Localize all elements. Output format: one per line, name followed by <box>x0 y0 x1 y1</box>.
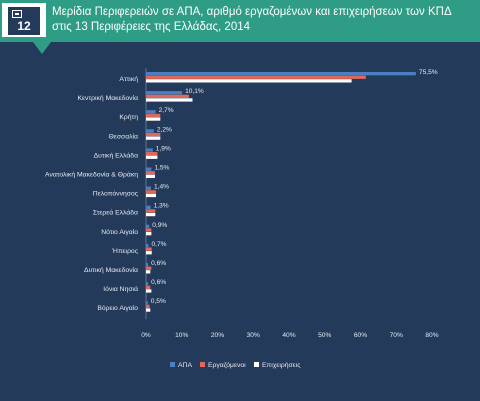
legend-label: Εργαζόμενοι <box>208 361 246 369</box>
category-label: Δυτική Μακεδονία <box>84 266 138 274</box>
legend-swatch <box>200 362 205 367</box>
x-tick-label: 30% <box>247 332 260 339</box>
data-label: 1,9% <box>156 145 171 152</box>
category-label: Δυτική Ελλάδα <box>94 151 138 159</box>
bar-businesses <box>146 98 193 102</box>
bar-employees <box>146 304 150 309</box>
category-label: Νότιο Αιγαίο <box>101 228 138 236</box>
chart-header: 12 Μερίδια Περιφερειών σε ΑΠΑ, αριθμό ερ… <box>0 0 480 42</box>
bar-businesses <box>146 79 352 83</box>
category-label: Ήπειρος <box>111 248 139 255</box>
bar-apa <box>146 243 149 248</box>
data-label: 0,6% <box>151 260 166 267</box>
legend-label: ΑΠΑ <box>178 362 192 369</box>
figure-badge-inner: 12 <box>8 7 40 35</box>
bar-employees <box>146 209 156 213</box>
category-label: Κεντρική Μακεδονία <box>77 94 138 102</box>
data-label: 10,1% <box>185 88 204 95</box>
bar-employees <box>146 247 152 251</box>
data-label: 1,4% <box>154 184 169 191</box>
figure-number: 12 <box>17 19 31 33</box>
bar-businesses <box>146 212 156 217</box>
figure-badge: 12 <box>2 3 46 37</box>
bar-businesses <box>146 308 151 312</box>
bar-businesses <box>146 155 158 159</box>
data-label: 1,3% <box>154 203 169 210</box>
category-label: Αττική <box>119 76 138 83</box>
bar-employees <box>146 152 158 156</box>
category-label: Θεσσαλία <box>109 132 139 140</box>
bar-apa <box>146 148 153 152</box>
bar-employees <box>146 75 366 79</box>
bar-apa <box>146 129 154 133</box>
data-label: 1,5% <box>154 165 169 172</box>
x-tick-label: 20% <box>211 332 224 339</box>
bar-apa <box>146 263 149 267</box>
bar-employees <box>146 228 152 232</box>
data-label: 2,7% <box>159 107 174 114</box>
legend-swatch <box>170 362 175 367</box>
bar-businesses <box>146 251 152 255</box>
chart-title: Μερίδια Περιφερειών σε ΑΠΑ, αριθμό εργαζ… <box>52 6 451 33</box>
data-label: 2,2% <box>157 126 172 133</box>
bar-apa <box>146 167 152 171</box>
x-tick-label: 50% <box>318 332 331 339</box>
category-label: Πελοπόννησος <box>93 190 139 198</box>
bar-employees <box>146 190 157 194</box>
bar-apa <box>146 91 183 95</box>
header-pointer <box>33 42 51 54</box>
x-tick-label: 80% <box>425 332 438 339</box>
x-tick-label: 0% <box>141 332 151 339</box>
x-tick-label: 40% <box>282 332 295 339</box>
data-label: 0,5% <box>151 298 166 305</box>
category-label: Κρήτη <box>119 114 138 121</box>
legend-label: Επιχειρήσεις <box>262 362 301 369</box>
bar-apa <box>146 110 156 114</box>
data-label: 75,5% <box>419 69 438 76</box>
bar-employees <box>146 132 161 137</box>
bar-businesses <box>146 117 161 121</box>
bar-employees <box>146 94 189 98</box>
bar-businesses <box>146 289 152 293</box>
bar-apa <box>146 224 150 229</box>
bar-employees <box>146 171 155 175</box>
chart-icon <box>12 10 22 18</box>
category-label: Ανατολική Μακεδονία & Θράκη <box>45 171 138 179</box>
data-label: 0,7% <box>152 241 167 248</box>
bar-businesses <box>146 232 152 236</box>
bar-employees <box>146 266 152 270</box>
x-tick-label: 60% <box>354 332 367 339</box>
x-tick-label: 70% <box>390 332 403 339</box>
bar-apa <box>146 205 151 209</box>
bar-apa <box>146 301 148 305</box>
bar-businesses <box>146 174 155 178</box>
data-label: 0,6% <box>151 279 166 286</box>
legend-swatch <box>254 362 259 367</box>
bar-employees <box>146 113 161 118</box>
bar-businesses <box>146 136 161 140</box>
category-label: Βόρειο Αιγαίο <box>97 304 138 312</box>
bar-apa <box>146 186 152 190</box>
bar-apa <box>146 72 416 76</box>
bar-apa <box>146 282 149 286</box>
x-tick-label: 10% <box>175 332 188 339</box>
bar-employees <box>146 285 151 289</box>
data-label: 0,9% <box>152 222 167 229</box>
category-label: Ιόνια Νησιά <box>103 285 138 293</box>
bar-businesses <box>146 270 151 274</box>
bar-businesses <box>146 193 157 198</box>
category-label: Στερεά Ελλάδα <box>93 209 138 217</box>
